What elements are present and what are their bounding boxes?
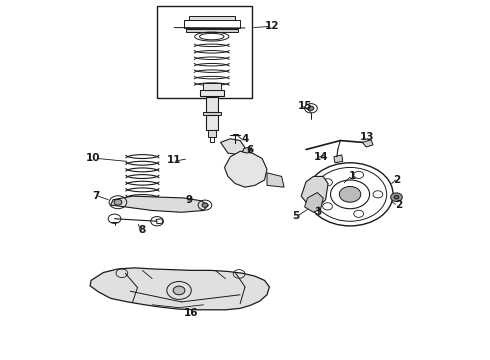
Text: 8: 8 [139,225,146,235]
Polygon shape [305,193,323,212]
Text: 3: 3 [315,207,322,217]
Polygon shape [206,97,218,112]
Polygon shape [206,116,218,130]
Text: 7: 7 [92,191,99,201]
Text: 11: 11 [167,155,181,165]
Text: 2: 2 [395,200,403,210]
Text: 1: 1 [349,171,356,181]
Polygon shape [301,176,328,207]
Circle shape [394,195,399,199]
Polygon shape [90,268,270,310]
Text: 12: 12 [265,21,279,31]
Polygon shape [362,140,373,147]
Polygon shape [267,173,284,187]
Circle shape [308,106,314,111]
Polygon shape [208,130,216,137]
Polygon shape [200,90,223,96]
Polygon shape [111,196,208,212]
Circle shape [391,193,402,202]
Circle shape [114,199,122,205]
Polygon shape [224,151,267,187]
Polygon shape [243,147,251,153]
Bar [157,6,252,98]
Text: 4: 4 [241,134,249,144]
Polygon shape [203,112,220,116]
Text: 14: 14 [314,152,328,162]
Polygon shape [220,139,245,155]
Text: 16: 16 [184,308,198,318]
Polygon shape [186,29,238,32]
Polygon shape [334,155,343,163]
Text: 13: 13 [360,132,374,142]
Text: 10: 10 [86,153,101,163]
Circle shape [173,286,185,295]
Circle shape [202,203,208,207]
Text: 6: 6 [246,144,253,154]
Text: 2: 2 [393,175,400,185]
Polygon shape [203,83,220,90]
Text: 15: 15 [297,102,312,112]
Text: 5: 5 [293,211,300,221]
Circle shape [339,186,361,202]
Polygon shape [189,16,235,21]
Text: 9: 9 [185,195,193,205]
